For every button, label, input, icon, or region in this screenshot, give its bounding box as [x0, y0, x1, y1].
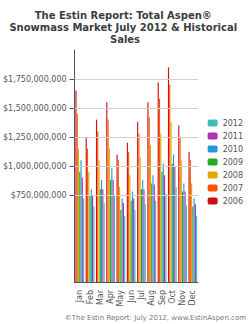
svg-text:$1,250,000,000: $1,250,000,000: [3, 133, 67, 142]
svg-text:Oct: Oct: [168, 290, 177, 304]
svg-text:Sales: Sales: [110, 34, 140, 45]
svg-text:2009: 2009: [223, 158, 243, 167]
svg-text:Mar: Mar: [96, 289, 105, 305]
svg-text:Aug: Aug: [147, 290, 156, 306]
svg-text:2011: 2011: [223, 132, 243, 141]
svg-text:$750,000,000: $750,000,000: [11, 191, 67, 200]
svg-text:Sep: Sep: [158, 290, 167, 305]
svg-text:2012: 2012: [223, 119, 243, 128]
svg-text:Jan: Jan: [75, 290, 84, 303]
svg-text:2008: 2008: [223, 171, 243, 180]
svg-text:2006: 2006: [223, 197, 243, 206]
svg-text:$1,000,000,000: $1,000,000,000: [3, 162, 67, 171]
svg-text:$1,750,000,000: $1,750,000,000: [3, 75, 67, 84]
svg-text:2010: 2010: [223, 145, 243, 154]
svg-text:Apr: Apr: [106, 289, 115, 304]
svg-text:Jun: Jun: [127, 290, 136, 304]
svg-text:Nov: Nov: [178, 290, 187, 306]
svg-text:Snowmass Market July 2012 & Hi: Snowmass Market July 2012 & Historical: [9, 22, 240, 33]
svg-text:May: May: [116, 290, 125, 307]
svg-text:The Estin Report: Total Aspen®: The Estin Report: Total Aspen®: [35, 10, 216, 21]
svg-text:2007: 2007: [223, 184, 243, 193]
svg-text:$1,500,000,000: $1,500,000,000: [3, 104, 67, 113]
svg-text:Feb: Feb: [86, 290, 95, 304]
svg-text:Jul: Jul: [137, 290, 146, 301]
svg-text:©The Estin Report: July 2012,: ©The Estin Report: July 2012, www.EstinA…: [65, 314, 246, 322]
svg-text:Dec: Dec: [188, 290, 197, 305]
